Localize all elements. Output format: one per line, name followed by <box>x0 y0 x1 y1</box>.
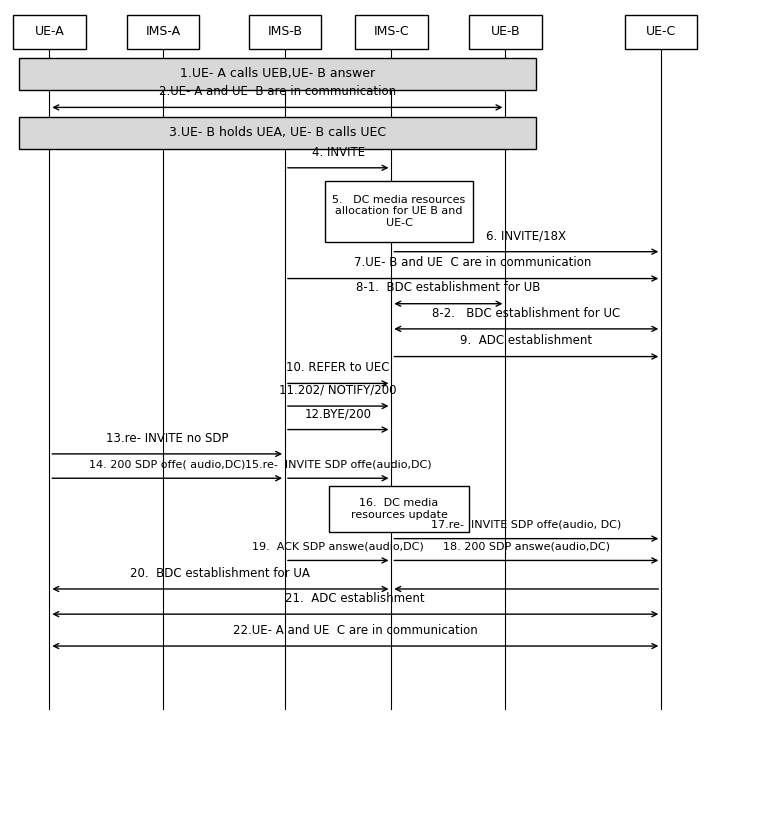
Text: 19.  ACK SDP answe(audio,DC): 19. ACK SDP answe(audio,DC) <box>252 541 424 551</box>
Text: 15.re-  INVITE SDP offe(audio,DC): 15.re- INVITE SDP offe(audio,DC) <box>245 459 432 469</box>
FancyBboxPatch shape <box>328 487 469 533</box>
Text: 22.UE- A and UE  C are in communication: 22.UE- A and UE C are in communication <box>233 624 478 637</box>
Text: 16.  DC media
resources update: 16. DC media resources update <box>350 498 448 520</box>
Text: UE-B: UE-B <box>491 25 520 39</box>
Text: 14. 200 SDP offe( audio,DC): 14. 200 SDP offe( audio,DC) <box>89 459 245 469</box>
Text: UE-C: UE-C <box>646 25 676 39</box>
Text: 20.  BDC establishment for UA: 20. BDC establishment for UA <box>131 567 310 580</box>
FancyBboxPatch shape <box>249 15 321 49</box>
Text: UE-A: UE-A <box>34 25 65 39</box>
Text: 3.UE- B holds UEA, UE- B calls UEC: 3.UE- B holds UEA, UE- B calls UEC <box>169 126 386 139</box>
Text: 9.  ADC establishment: 9. ADC establishment <box>461 335 592 347</box>
FancyBboxPatch shape <box>19 117 536 149</box>
Text: 1.UE- A calls UEB,UE- B answer: 1.UE- A calls UEB,UE- B answer <box>180 67 375 81</box>
FancyBboxPatch shape <box>325 181 473 242</box>
FancyBboxPatch shape <box>356 15 427 49</box>
Text: IMS-B: IMS-B <box>268 25 302 39</box>
Text: 4. INVITE: 4. INVITE <box>312 146 365 159</box>
Text: 17.re-  INVITE SDP offe(audio, DC): 17.re- INVITE SDP offe(audio, DC) <box>431 519 622 529</box>
Text: 6. INVITE/18X: 6. INVITE/18X <box>486 230 566 242</box>
Text: 2.UE- A and UE  B are in communication: 2.UE- A and UE B are in communication <box>159 86 396 98</box>
Text: 7.UE- B and UE  C are in communication: 7.UE- B and UE C are in communication <box>354 257 592 269</box>
Text: 21.  ADC establishment: 21. ADC establishment <box>286 592 425 605</box>
Text: 11.202/ NOTIFY/200: 11.202/ NOTIFY/200 <box>280 384 397 397</box>
FancyBboxPatch shape <box>127 15 199 49</box>
Text: 5.   DC media resources
allocation for UE B and
UE-C: 5. DC media resources allocation for UE … <box>332 195 466 228</box>
FancyBboxPatch shape <box>625 15 697 49</box>
FancyBboxPatch shape <box>19 58 536 90</box>
Text: 18. 200 SDP answe(audio,DC): 18. 200 SDP answe(audio,DC) <box>443 541 610 551</box>
Text: IMS-A: IMS-A <box>146 25 181 39</box>
Text: 10. REFER to UEC: 10. REFER to UEC <box>287 362 390 374</box>
Text: 12.BYE/200: 12.BYE/200 <box>305 408 372 420</box>
FancyBboxPatch shape <box>14 15 85 49</box>
FancyBboxPatch shape <box>470 15 541 49</box>
Text: 8-2.   BDC establishment for UC: 8-2. BDC establishment for UC <box>432 307 620 320</box>
Text: 13.re- INVITE no SDP: 13.re- INVITE no SDP <box>106 432 229 445</box>
Text: 8-1.  BDC establishment for UB: 8-1. BDC establishment for UB <box>356 282 540 294</box>
Text: IMS-C: IMS-C <box>374 25 409 39</box>
